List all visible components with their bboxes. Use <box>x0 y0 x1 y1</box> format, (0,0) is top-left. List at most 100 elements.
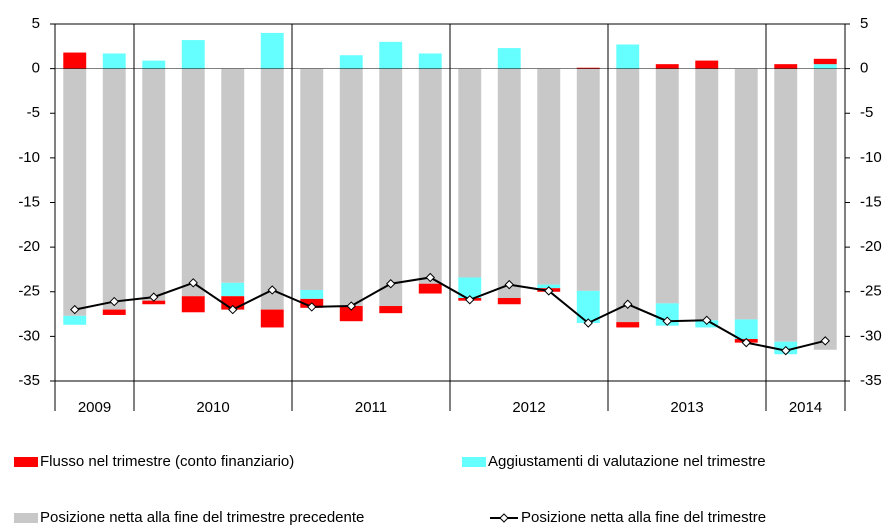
bar <box>458 277 482 298</box>
bar <box>695 68 719 321</box>
x-tick-label: 2011 <box>355 399 387 416</box>
legend-swatch <box>14 513 38 523</box>
y2-tick-label: 5 <box>860 15 868 32</box>
y-tick-label: 5 <box>32 15 40 32</box>
marker <box>346 301 356 311</box>
legend-marker <box>499 513 509 523</box>
legend-label: Posizione netta alla fine del trimestre <box>521 509 766 526</box>
bar <box>616 44 640 69</box>
x-tick-label: 2010 <box>196 399 229 416</box>
y-tick-label: 0 <box>32 60 40 77</box>
legend-label: Posizione netta alla fine del trimestre … <box>40 509 364 526</box>
bar <box>379 306 403 314</box>
bar <box>142 68 166 301</box>
bar <box>418 53 442 69</box>
x-tick-label: 2009 <box>78 399 111 416</box>
marker <box>623 299 633 309</box>
bar <box>300 68 324 290</box>
y2-tick-label: 0 <box>860 60 868 77</box>
bar <box>63 52 87 69</box>
bar <box>339 306 363 322</box>
bar <box>142 300 166 305</box>
marker <box>425 272 435 283</box>
bar <box>260 32 284 69</box>
y2-tick-label: -25 <box>860 283 882 300</box>
marker <box>70 304 80 315</box>
y2-tick-label: -35 <box>860 372 882 389</box>
bar <box>142 60 166 69</box>
legend-label: Flusso nel trimestre (conto finanziario) <box>40 453 294 470</box>
x-tick-label: 2013 <box>670 399 703 416</box>
bar <box>102 309 126 315</box>
bar <box>655 64 679 69</box>
marker <box>662 316 672 326</box>
bar <box>418 283 442 294</box>
bar <box>221 282 245 297</box>
bar <box>379 41 403 69</box>
bar <box>102 53 126 69</box>
bar <box>497 68 521 298</box>
bar <box>734 319 758 340</box>
x-tick-label: 2014 <box>789 399 822 416</box>
bar <box>339 55 363 69</box>
marker <box>228 304 238 315</box>
y2-tick-label: -15 <box>860 193 882 210</box>
bar <box>774 68 798 342</box>
y2-tick-label: -10 <box>860 149 882 166</box>
marker <box>583 318 593 328</box>
bar <box>102 68 126 310</box>
marker <box>702 315 712 326</box>
bar <box>63 68 87 316</box>
y-tick-label: -35 <box>18 372 40 389</box>
y-tick-label: -25 <box>18 283 40 300</box>
y2-tick-label: -5 <box>860 104 873 121</box>
bar <box>813 58 837 65</box>
marker <box>741 337 751 348</box>
marker <box>465 295 475 305</box>
bar <box>813 68 837 350</box>
bar <box>339 68 363 307</box>
y-tick-label: -10 <box>18 149 40 166</box>
marker <box>149 292 159 302</box>
y-tick-label: -20 <box>18 238 40 255</box>
legend-swatch <box>14 457 38 467</box>
bar <box>576 68 600 291</box>
bar <box>181 40 205 69</box>
bar <box>379 68 403 307</box>
y-tick-label: -5 <box>27 104 40 121</box>
y-tick-label: -30 <box>18 327 40 344</box>
marker <box>386 279 396 289</box>
x-tick-label: 2012 <box>512 399 545 416</box>
bar <box>695 60 719 69</box>
bar <box>181 68 205 297</box>
marker <box>307 302 317 312</box>
bar <box>774 64 798 69</box>
marker <box>188 278 198 288</box>
legend-label: Aggiustamenti di valutazione nel trimest… <box>488 453 766 470</box>
marker <box>820 336 830 346</box>
marker <box>267 285 277 295</box>
bar <box>260 68 284 310</box>
bar <box>576 67 600 69</box>
marker <box>504 279 514 290</box>
bar <box>497 48 521 69</box>
bar <box>497 297 521 305</box>
y-tick-label: -15 <box>18 193 40 210</box>
bar <box>458 68 482 278</box>
bar <box>260 309 284 328</box>
legend-swatch <box>462 457 486 467</box>
bar <box>734 68 758 320</box>
marker <box>544 286 554 296</box>
bar <box>300 289 324 299</box>
bar <box>616 68 640 323</box>
bar <box>576 290 600 323</box>
bar <box>418 68 442 284</box>
marker <box>109 296 119 307</box>
bar <box>616 322 640 328</box>
bar <box>181 296 205 313</box>
bar <box>63 315 87 325</box>
bar <box>655 68 679 304</box>
y2-tick-label: -20 <box>860 238 882 255</box>
y2-tick-label: -30 <box>860 327 882 344</box>
